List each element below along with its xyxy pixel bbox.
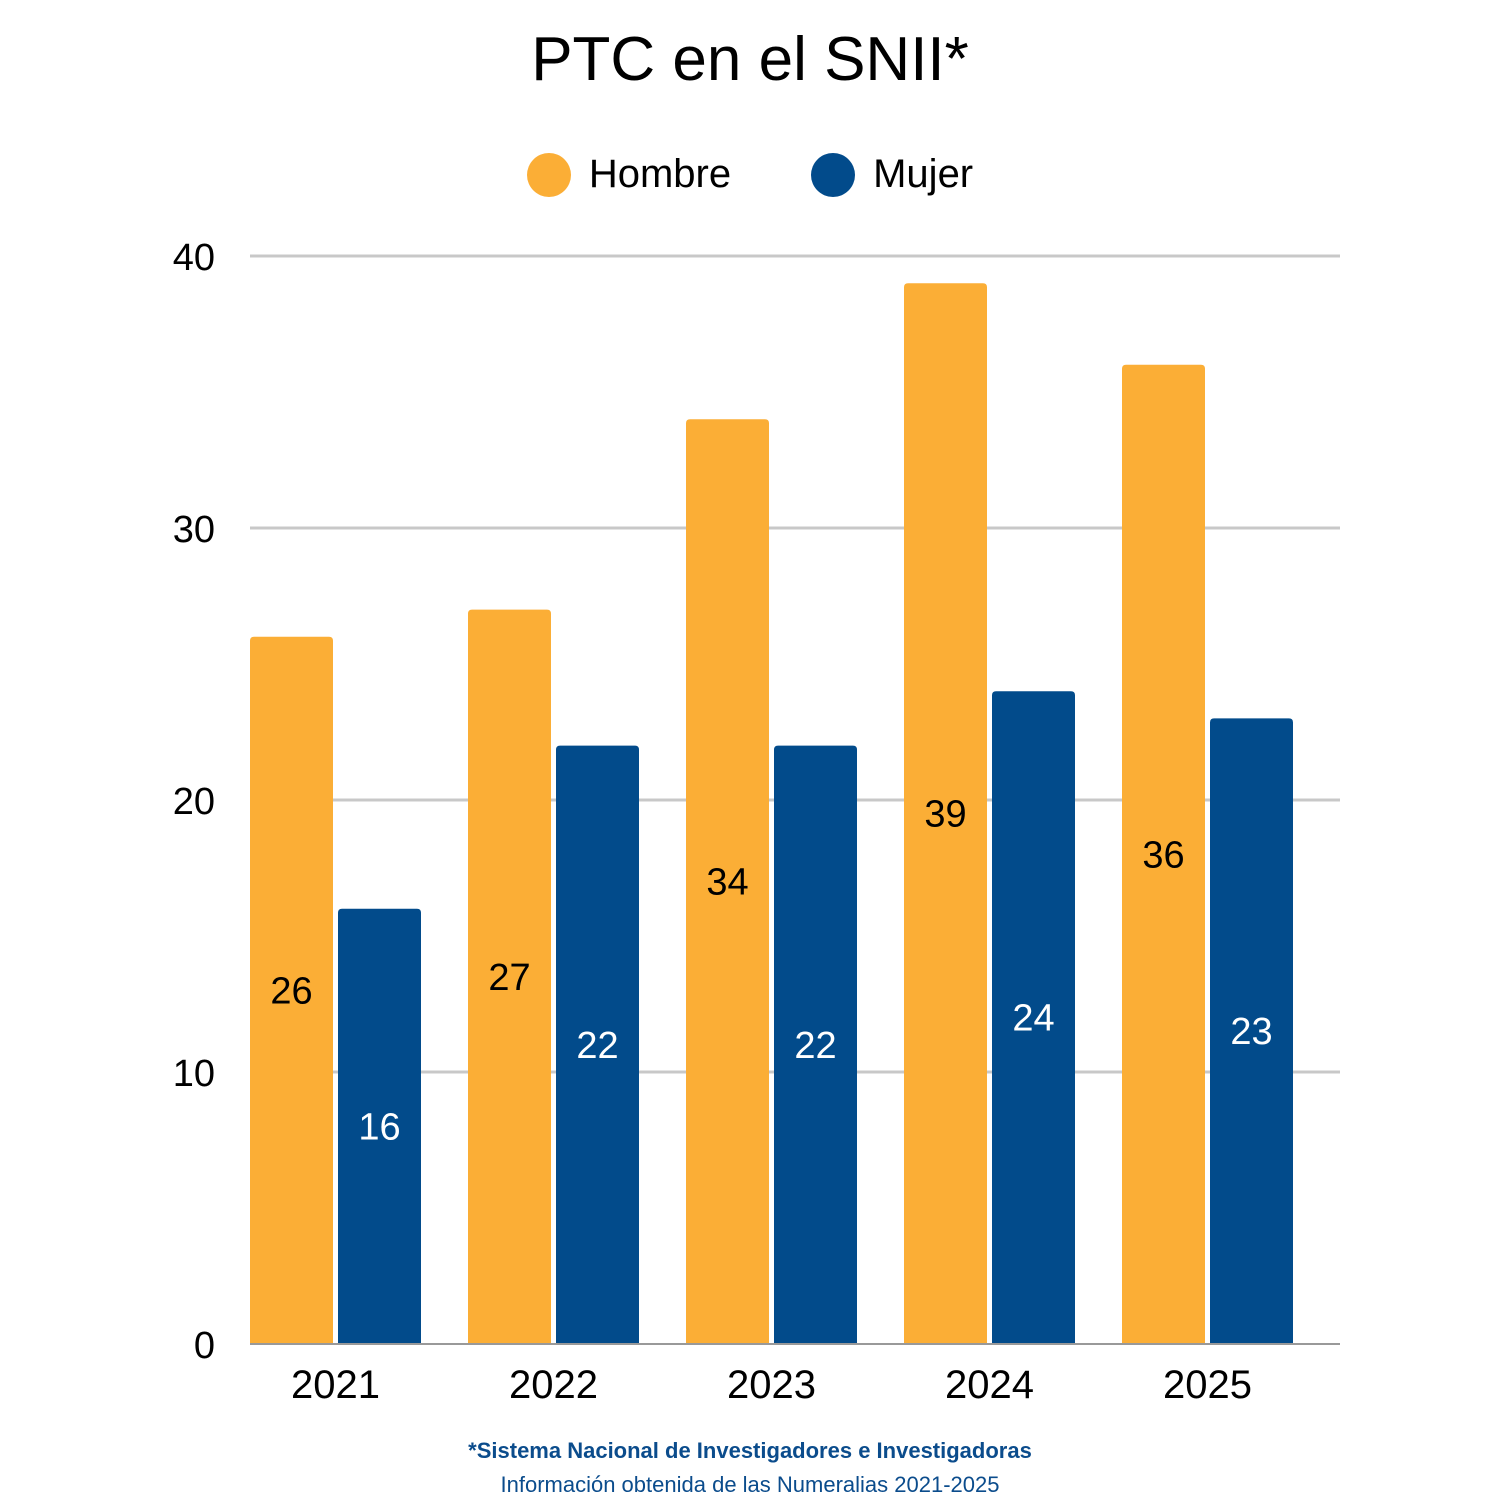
bar-mujer-2024 bbox=[992, 691, 1075, 1344]
bar-hombre-2021 bbox=[250, 636, 333, 1344]
footer-note: *Sistema Nacional de Investigadores e In… bbox=[468, 1438, 1032, 1463]
data-label: 23 bbox=[1230, 1011, 1272, 1053]
bar-hombre-2023 bbox=[686, 419, 769, 1344]
chart-title: PTC en el SNII* bbox=[531, 25, 969, 94]
legend-item-mujer: Mujer bbox=[811, 152, 973, 197]
data-label: 22 bbox=[794, 1025, 836, 1067]
bar-hombre-2024 bbox=[904, 283, 987, 1345]
x-tick-label: 2023 bbox=[727, 1363, 816, 1407]
x-tick-label: 2025 bbox=[1163, 1363, 1252, 1407]
y-tick-label: 10 bbox=[173, 1053, 215, 1095]
legend-swatch-hombre bbox=[526, 152, 571, 197]
data-label: 16 bbox=[358, 1106, 400, 1148]
x-tick-label: 2021 bbox=[291, 1363, 380, 1407]
data-label: 34 bbox=[706, 862, 748, 904]
x-tick-label: 2022 bbox=[509, 1363, 598, 1407]
bar-hombre-2022 bbox=[468, 609, 551, 1344]
bar-mujer-2021 bbox=[338, 908, 421, 1344]
footer-source: Información obtenida de las Numeralias 2… bbox=[500, 1472, 1000, 1497]
legend-label-mujer: Mujer bbox=[873, 152, 974, 196]
y-tick-label: 0 bbox=[194, 1325, 215, 1367]
legend: Hombre Mujer bbox=[0, 152, 1500, 197]
data-label: 36 bbox=[1142, 834, 1184, 876]
legend-swatch-mujer bbox=[811, 152, 856, 197]
bar-mujer-2025 bbox=[1210, 718, 1293, 1344]
bar-mujer-2023 bbox=[774, 745, 857, 1344]
data-label: 26 bbox=[270, 970, 312, 1012]
bar-mujer-2022 bbox=[556, 745, 639, 1344]
x-tick-label: 2024 bbox=[945, 1363, 1034, 1407]
legend-label-hombre: Hombre bbox=[588, 152, 732, 196]
y-tick-label: 30 bbox=[173, 509, 215, 551]
data-label: 27 bbox=[488, 957, 530, 999]
legend-item-hombre: Hombre bbox=[526, 152, 732, 197]
y-tick-label: 40 bbox=[173, 237, 215, 279]
bar-hombre-2025 bbox=[1122, 364, 1205, 1344]
data-label: 24 bbox=[1012, 998, 1054, 1040]
data-label: 22 bbox=[576, 1025, 618, 1067]
y-tick-label: 20 bbox=[173, 781, 215, 823]
data-label: 39 bbox=[924, 794, 966, 836]
